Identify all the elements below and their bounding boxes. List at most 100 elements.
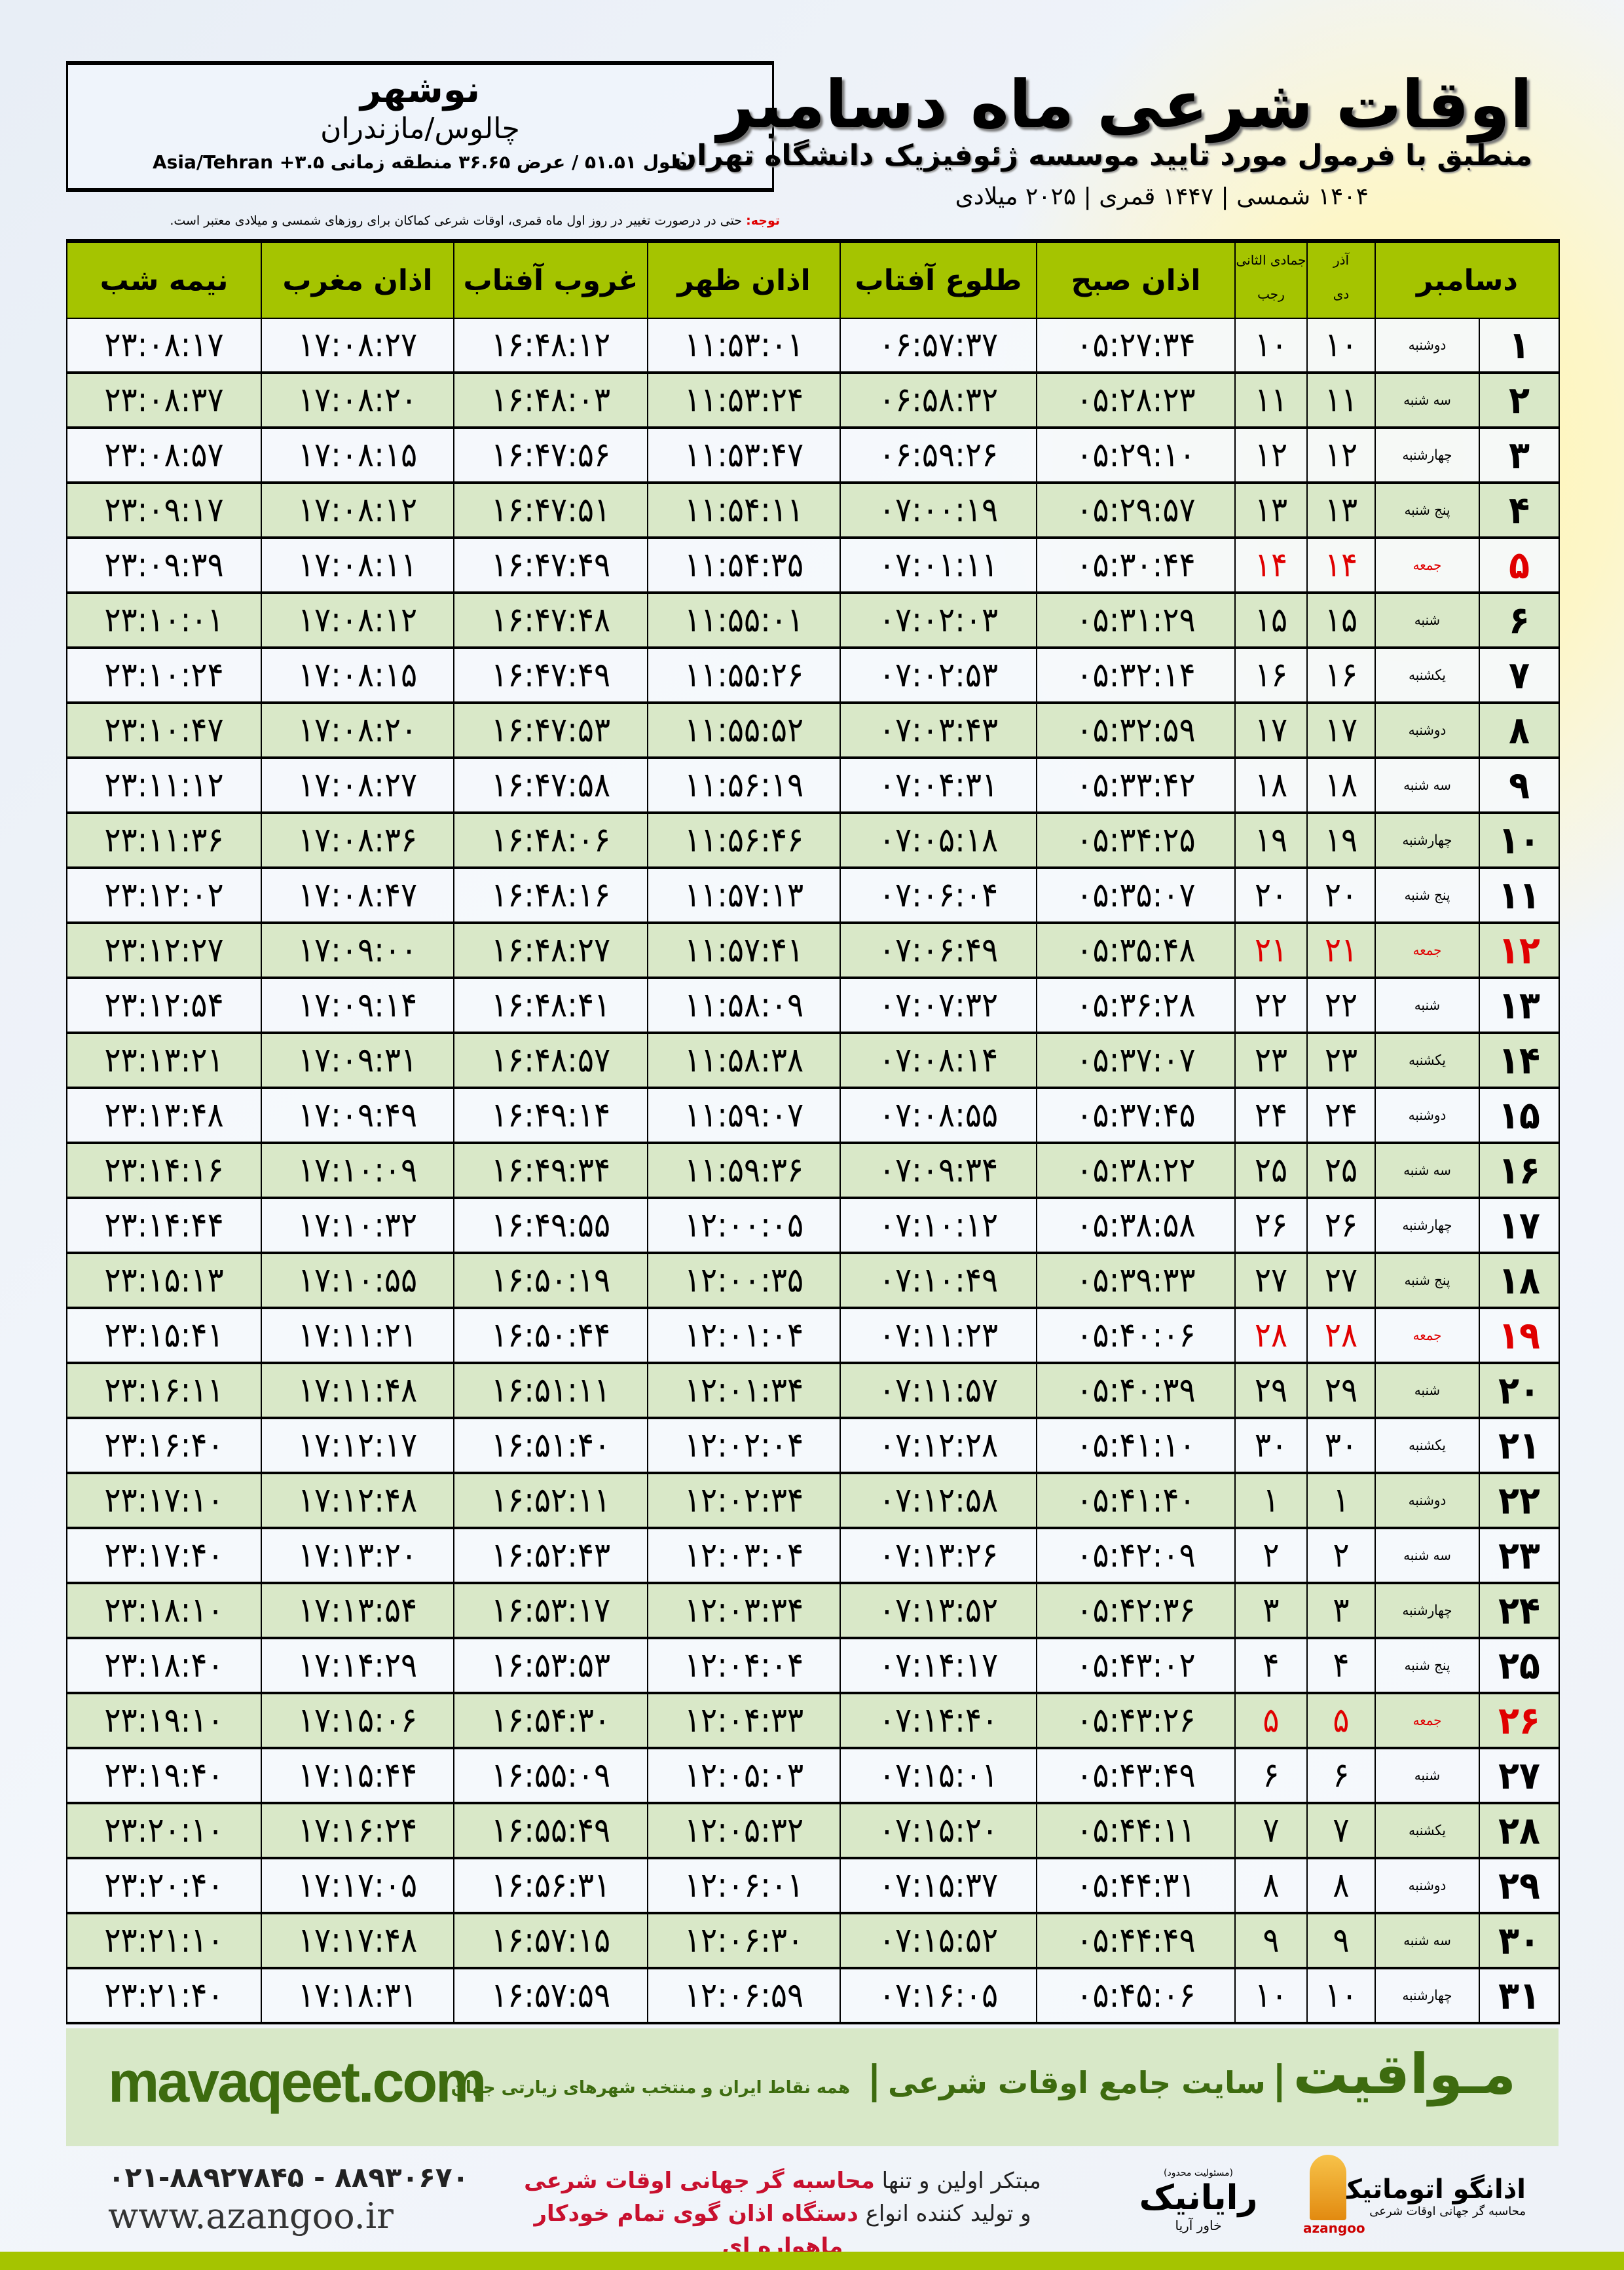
cell-day: ۳ [1479,427,1560,484]
cell-dey: ۶ [1306,1747,1376,1804]
table-row: ۲۸ یکشنبه ۷ ۷ ۰۵:۴۴:۱۱ ۰۷:۱۵:۲۰ ۱۲:۰۵:۳۲ ۱۶:۵۵:… [66,1802,1560,1859]
cell-dhuhr: ۱۱:۵۴:۳۵ [647,537,841,594]
cell-maghrib: ۱۷:۰۸:۴۷ [261,867,454,924]
cell-day: ۲۰ [1479,1362,1560,1419]
cell-fajr: ۰۵:۳۶:۲۸ [1036,977,1236,1034]
cell-midnight: ۲۳:۰۹:۳۹ [66,537,262,594]
cell-sunrise: ۰۷:۰۴:۳۱ [840,757,1037,814]
cell-day: ۸ [1479,702,1560,759]
cell-sunrise: ۰۷:۰۰:۱۹ [840,482,1037,539]
cell-day: ۱۴ [1479,1032,1560,1089]
cell-dey: ۲۱ [1306,922,1376,979]
cell-sunset: ۱۶:۵۲:۴۳ [453,1527,648,1584]
azangoo-url[interactable]: www.azangoo.ir [108,2195,394,2237]
cell-rajab: ۷ [1234,1802,1308,1859]
cell-day: ۱۳ [1479,977,1560,1034]
cell-fajr: ۰۵:۴۱:۴۰ [1036,1472,1236,1529]
cell-sunrise: ۰۷:۱۴:۴۰ [840,1692,1037,1749]
cell-fajr: ۰۵:۴۰:۰۶ [1036,1307,1236,1364]
cell-weekday: دوشنبه [1374,1857,1481,1914]
cell-maghrib: ۱۷:۱۴:۲۹ [261,1637,454,1694]
cell-dhuhr: ۱۲:۰۵:۰۳ [647,1747,841,1804]
cell-midnight: ۲۳:۱۳:۴۸ [66,1087,262,1144]
location-box: نوشهر چالوس/مازندران طول ۵۱.۵۱ / عرض ۳۶.… [66,61,774,192]
cell-midnight: ۲۳:۰۸:۱۷ [66,318,262,374]
note-label: توجه: [746,214,780,228]
cell-dhuhr: ۱۲:۰۰:۳۵ [647,1252,841,1309]
cell-rajab: ۲۴ [1234,1087,1308,1144]
cell-maghrib: ۱۷:۰۸:۱۵ [261,647,454,704]
rayanik-note: (مسئولیت محدود) [1164,2168,1233,2178]
cell-maghrib: ۱۷:۰۸:۲۷ [261,757,454,814]
cell-dhuhr: ۱۱:۵۵:۲۶ [647,647,841,704]
cell-day: ۲۳ [1479,1527,1560,1584]
cell-fajr: ۰۵:۴۳:۲۶ [1036,1692,1236,1749]
cell-sunrise: ۰۷:۰۶:۴۹ [840,922,1037,979]
cell-midnight: ۲۳:۱۲:۲۷ [66,922,262,979]
cell-rajab: ۱۹ [1234,812,1308,869]
site-url[interactable]: mavaqeet.com [108,2049,487,2114]
cell-weekday: یکشنبه [1374,1802,1481,1859]
cell-dey: ۲۴ [1306,1087,1376,1144]
header-azar-label: آذر [1333,252,1350,268]
cell-sunrise: ۰۷:۰۶:۰۴ [840,867,1037,924]
province-name: چالوس/مازندران [320,112,520,145]
cell-midnight: ۲۳:۲۱:۴۰ [66,1967,262,2024]
cell-weekday: پنج شنبه [1374,1252,1481,1309]
cell-fajr: ۰۵:۴۳:۴۹ [1036,1747,1236,1804]
cell-rajab: ۱۶ [1234,647,1308,704]
cell-sunset: ۱۶:۵۷:۱۵ [453,1912,648,1969]
cell-dhuhr: ۱۲:۰۶:۳۰ [647,1912,841,1969]
cell-rajab: ۲۵ [1234,1142,1308,1199]
cell-dey: ۲۸ [1306,1307,1376,1364]
cell-maghrib: ۱۷:۰۹:۳۱ [261,1032,454,1089]
cell-rajab: ۱۲ [1234,427,1308,484]
cell-maghrib: ۱۷:۱۲:۴۸ [261,1472,454,1529]
cell-dhuhr: ۱۱:۵۹:۰۷ [647,1087,841,1144]
cell-sunrise: ۰۷:۰۸:۱۴ [840,1032,1037,1089]
cell-weekday: سه شنبه [1374,1527,1481,1584]
header-rajab: جمادی الثانی رجب [1234,239,1308,319]
cell-midnight: ۲۳:۰۸:۳۷ [66,372,262,429]
cell-dhuhr: ۱۱:۵۷:۱۳ [647,867,841,924]
rayanik-logo: (مسئولیت محدود) رایانیک خاور آریا [1120,2168,1277,2233]
table-body: ۱ دوشنبه ۱۰ ۱۰ ۰۵:۲۷:۳۴ ۰۶:۵۷:۳۷ ۱۱:۵۳:۰۱ ۱۶:۴۸… [66,318,1560,2024]
cell-day: ۳۰ [1479,1912,1560,1969]
cell-dey: ۱۶ [1306,647,1376,704]
cell-midnight: ۲۳:۱۶:۴۰ [66,1417,262,1474]
cell-weekday: جمعه [1374,1692,1481,1749]
cell-maghrib: ۱۷:۰۸:۲۰ [261,702,454,759]
cell-maghrib: ۱۷:۰۸:۲۷ [261,318,454,374]
cell-weekday: سه شنبه [1374,757,1481,814]
cell-dhuhr: ۱۱:۵۶:۴۶ [647,812,841,869]
cell-weekday: دوشنبه [1374,702,1481,759]
cell-day: ۱۷ [1479,1197,1560,1254]
cell-midnight: ۲۳:۱۷:۴۰ [66,1527,262,1584]
table-row: ۳۱ چهارشنبه ۱۰ ۱۰ ۰۵:۴۵:۰۶ ۰۷:۱۶:۰۵ ۱۲:۰۶:۵۹ ۱۶… [66,1967,1560,2024]
header-sunrise: طلوع آفتاب [840,239,1037,319]
cell-dey: ۵ [1306,1692,1376,1749]
cell-dhuhr: ۱۲:۰۵:۳۲ [647,1802,841,1859]
cell-maghrib: ۱۷:۱۳:۲۰ [261,1527,454,1584]
cell-dhuhr: ۱۲:۰۲:۰۴ [647,1417,841,1474]
cell-maghrib: ۱۷:۱۵:۴۴ [261,1747,454,1804]
cell-dey: ۲۰ [1306,867,1376,924]
cell-weekday: شنبه [1374,977,1481,1034]
cell-sunrise: ۰۷:۱۱:۲۳ [840,1307,1037,1364]
bottom-bar [0,2252,1624,2270]
cell-day: ۶ [1479,592,1560,649]
cell-dhuhr: ۱۱:۵۶:۱۹ [647,757,841,814]
cell-maghrib: ۱۷:۱۰:۵۵ [261,1252,454,1309]
header-dey-label: دی [1333,286,1350,302]
cell-sunset: ۱۶:۵۲:۱۱ [453,1472,648,1529]
cell-dey: ۱ [1306,1472,1376,1529]
azangoo-name: اذانگو اتوماتیک [1335,2174,1526,2205]
cell-weekday: یکشنبه [1374,1417,1481,1474]
cell-day: ۱۰ [1479,812,1560,869]
cell-maghrib: ۱۷:۱۳:۵۴ [261,1582,454,1639]
cell-rajab: ۱۴ [1234,537,1308,594]
cell-dey: ۱۰ [1306,318,1376,374]
cell-dhuhr: ۱۲:۰۳:۰۴ [647,1527,841,1584]
brand-tagline: سایت جامع اوقات شرعی [888,2065,1266,2100]
cell-midnight: ۲۳:۱۷:۱۰ [66,1472,262,1529]
